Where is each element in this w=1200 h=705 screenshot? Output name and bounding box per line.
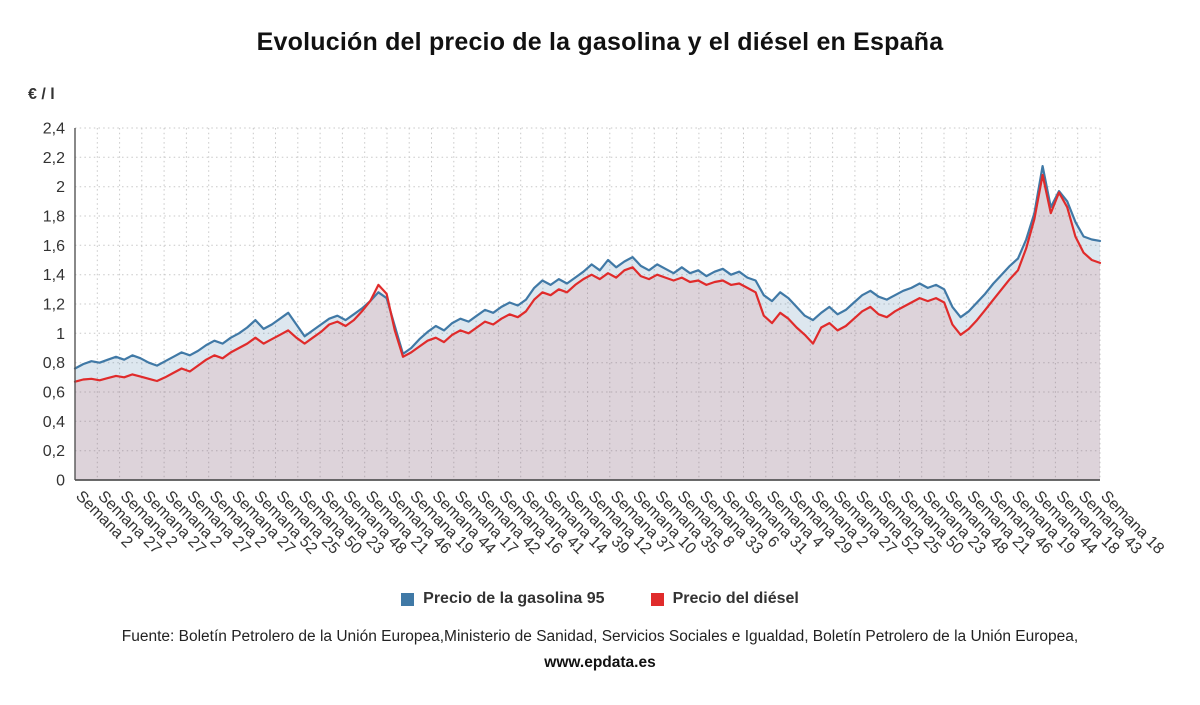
y-tick-label: 2,2 [43,150,65,167]
series-area-0 [75,166,1100,480]
y-axis-unit-label: € / l [28,86,55,103]
y-tick-label: 1,8 [43,209,65,226]
y-tick-label: 0,2 [43,443,65,460]
legend-swatch-icon [650,592,664,606]
y-tick-label: 1 [56,326,65,343]
epdata-link[interactable]: www.epdata.es [544,653,656,671]
legend-label: Precio de la gasolina 95 [423,590,605,607]
y-tick-label: 2 [56,179,65,196]
chart-legend: Precio de la gasolina 95 Precio del diése… [0,590,1200,608]
y-tick-label: 0 [56,473,65,490]
y-tick-label: 0,4 [43,414,65,431]
page-title: Evolución del precio de la gasolina y el… [256,28,944,56]
chart-area: 0 0,2 0,4 0,6 0,8 1 1,2 1,4 1,6 1,8 2 2,2 2,4 Semana … [0,80,1200,580]
source-prefix: Fuente: Boletín Petrolero de la Unión Eu… [121,628,1079,645]
series-line-0 [73,164,1102,370]
y-tick-label: 0,8 [43,355,65,372]
y-tick-label: 1,2 [43,297,65,314]
legend-item-gasolina95[interactable]: Precio de la gasolina 95 [401,590,605,608]
y-tick-label: 0,6 [43,385,65,402]
y-tick-label: 2,4 [43,121,65,138]
y-tick-label: 1,4 [43,267,65,284]
series-area-1 [75,174,1100,480]
y-tick-label: 1,6 [43,238,65,255]
source-text: Fuente: Boletín Petrolero de la Unión Eu… [85,624,1115,675]
legend-item-diesel[interactable]: Precio del diésel [650,590,799,608]
legend-label: Precio del diésel [672,590,799,607]
price-evolution-chart: 00,20,40,60,811,21,41,61,822,22,4Semana … [43,121,1167,558]
series-line-1 [73,173,1102,383]
legend-swatch-icon [401,592,415,606]
